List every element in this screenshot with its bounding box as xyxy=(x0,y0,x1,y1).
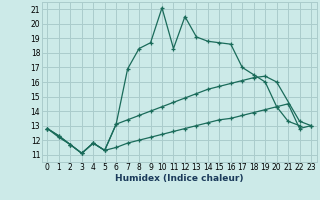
X-axis label: Humidex (Indice chaleur): Humidex (Indice chaleur) xyxy=(115,174,244,183)
